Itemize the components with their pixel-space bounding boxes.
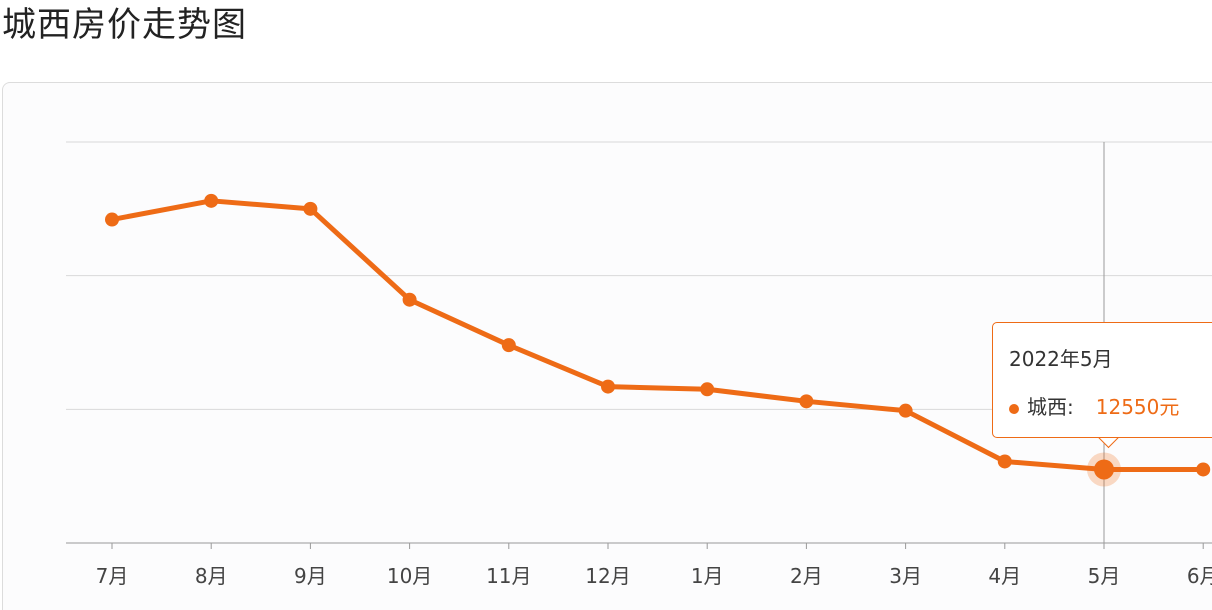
- tooltip-date: 2022年5月: [1009, 347, 1113, 371]
- data-point: [402, 292, 417, 307]
- series-color-dot: [1009, 403, 1019, 414]
- page-title: 城西房价走势图: [2, 5, 247, 45]
- data-point: [303, 201, 318, 216]
- data-point: [501, 338, 516, 353]
- tooltip-series-label: 城西:: [1027, 395, 1074, 419]
- tooltip: 2022年5月 城西: 12550元: [992, 322, 1212, 438]
- data-points: [105, 193, 1211, 487]
- x-tick-label: 7月: [96, 564, 129, 588]
- x-tick-label: 5月: [1088, 564, 1121, 588]
- x-tick-label: 6月: [1187, 564, 1212, 588]
- data-point: [601, 379, 615, 394]
- x-tick-label: 1月: [691, 564, 724, 588]
- data-point: [997, 454, 1012, 469]
- data-point-highlighted: [1094, 459, 1114, 480]
- tooltip-series-row: 城西: 12550元: [1009, 391, 1179, 420]
- data-point: [700, 382, 715, 397]
- data-point: [799, 394, 814, 409]
- x-tick-label: 10月: [387, 564, 432, 588]
- data-point: [1196, 462, 1211, 477]
- x-tick-label: 8月: [195, 564, 228, 588]
- x-tick-label: 12月: [585, 564, 630, 588]
- series-line-group: [109, 198, 1206, 472]
- x-tick-label: 9月: [294, 564, 327, 588]
- x-axis: 7月 8月 9月 10月 11月 12月 1月 2月 3月 4月 5月 6月: [66, 542, 1212, 588]
- x-tick-label: 4月: [988, 564, 1021, 588]
- data-point: [105, 212, 119, 227]
- x-tick-label: 2月: [790, 564, 823, 588]
- series-line-城西: [109, 198, 1206, 472]
- data-point: [898, 403, 913, 418]
- x-tick-label: 3月: [889, 564, 922, 588]
- tooltip-value: 12550元: [1095, 395, 1180, 419]
- x-tick-label: 11月: [486, 564, 531, 588]
- data-point: [204, 193, 219, 208]
